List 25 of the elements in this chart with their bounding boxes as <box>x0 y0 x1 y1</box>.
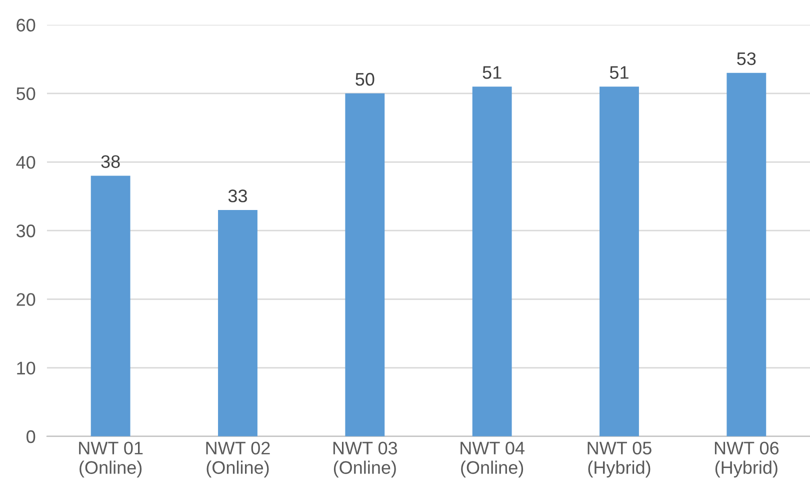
bar <box>472 86 512 436</box>
x-tick-label: NWT 06 (Hybrid) <box>714 442 779 478</box>
x-tick-label: NWT 04 (Online) <box>460 442 524 478</box>
data-label: 33 <box>228 190 247 202</box>
bar <box>218 210 258 436</box>
data-label: 50 <box>356 72 374 86</box>
x-tick-label: NWT 02 (Online) <box>206 442 270 478</box>
x-tick-label: NWT 03 (Online) <box>333 442 398 478</box>
bar <box>600 86 639 436</box>
y-tick-label: 20 <box>16 293 36 306</box>
y-tick-label: 60 <box>16 18 36 32</box>
bar <box>345 93 385 436</box>
y-tick-label: 0 <box>26 430 36 444</box>
data-label: 51 <box>610 66 628 79</box>
y-tick-label: 40 <box>16 156 36 169</box>
y-tick-label: 30 <box>16 224 36 238</box>
data-label: 53 <box>737 52 756 66</box>
x-tick-label: NWT 05 (Hybrid) <box>588 442 652 478</box>
y-tick-label: 50 <box>16 87 36 100</box>
bar <box>90 176 130 436</box>
y-tick-label: 10 <box>17 362 36 374</box>
bar <box>726 72 766 436</box>
data-label: 38 <box>101 155 120 168</box>
x-tick-label: NWT 01 (Online) <box>79 442 143 478</box>
data-label: 51 <box>482 66 502 79</box>
